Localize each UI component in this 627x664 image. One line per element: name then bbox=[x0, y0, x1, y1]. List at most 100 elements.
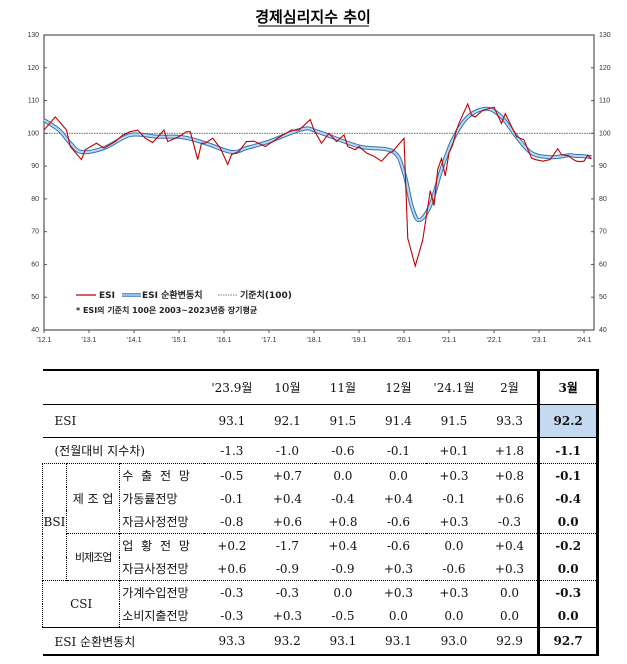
detail-row: 가동률전망 -0.1 +0.4 -0.4 +0.4 -0.1 +0.6 -0.4 bbox=[43, 487, 599, 510]
header-blank bbox=[42, 369, 205, 405]
value-cell: 92.7 bbox=[537, 627, 599, 656]
value-cell: 0.0 bbox=[370, 463, 427, 487]
value-cell: 93.0 bbox=[426, 627, 482, 656]
change-row: (전월대비 지수차) -1.3 -1.0 -0.6 -0.1 +0.1 +1.8 -1.1 bbox=[43, 437, 599, 464]
value-cell: 0.0 bbox=[388, 608, 408, 623]
x-tick: '22.1 bbox=[487, 337, 502, 344]
value-cell: -0.3 bbox=[537, 580, 599, 604]
y-tick-left: 70 bbox=[31, 229, 39, 236]
value-cell: 0.0 bbox=[426, 533, 482, 557]
value-cell: -0.9 bbox=[331, 561, 355, 576]
y-tick-right: 60 bbox=[599, 261, 607, 268]
x-tick: '24.1 bbox=[577, 337, 592, 344]
y-tick-left: 130 bbox=[27, 32, 39, 39]
value-cell: +0.3 bbox=[494, 561, 525, 576]
group-label-csi: CSI bbox=[41, 580, 121, 628]
y-tick-right: 80 bbox=[599, 196, 607, 203]
item-label: 소비지출전망 bbox=[122, 609, 189, 623]
value-cell: 92.9 bbox=[481, 627, 539, 656]
value-cell: -1.1 bbox=[537, 437, 599, 464]
value-cell: -0.3 bbox=[497, 514, 522, 529]
y-tick-left: 90 bbox=[31, 163, 39, 170]
item-label: 가계수입전망 bbox=[119, 580, 205, 604]
value-cell: -0.4 bbox=[537, 487, 599, 510]
detail-row: 소비지출전망 -0.3 +0.3 -0.5 0.0 0.0 0.0 0.0 bbox=[43, 604, 599, 628]
detail-row: 자금사정전망 +0.6 -0.9 -0.9 +0.3 -0.6 +0.3 0.0 bbox=[43, 557, 599, 581]
value-cell: -1.7 bbox=[259, 533, 316, 557]
x-tick: '17.1 bbox=[262, 337, 277, 344]
value-cell: -0.6 bbox=[386, 514, 410, 529]
value-cell: +0.8 bbox=[328, 514, 358, 529]
item-label: 자금사정전망 bbox=[122, 515, 189, 529]
value-cell: 0.0 bbox=[537, 604, 599, 628]
value-cell: +0.3 bbox=[370, 580, 427, 604]
x-tick: '18.1 bbox=[307, 337, 322, 344]
value-cell: +0.6 bbox=[217, 561, 247, 576]
value-cell: -1.3 bbox=[220, 443, 244, 458]
value-cell: 93.3 bbox=[481, 404, 539, 438]
esi-chart: 경제심리지수 추이 40 40 50 50 60 60 70 70 80 80 90 90 100 100 1… bbox=[27, 8, 611, 344]
value-cell: 0.0 bbox=[315, 463, 371, 487]
value-cell: 91.5 bbox=[426, 404, 482, 438]
header-row: '23.9월 10월 11월 12월 '24.1월 2월 3월 bbox=[42, 369, 599, 405]
value-cell: -0.5 bbox=[331, 608, 355, 623]
value-cell: 0.0 bbox=[537, 510, 599, 534]
column-header: 11월 bbox=[315, 369, 371, 405]
value-cell: +0.1 bbox=[439, 443, 469, 458]
x-tick: '14.1 bbox=[127, 337, 142, 344]
row-label: (전월대비 지수차) bbox=[54, 444, 145, 458]
value-cell: -0.1 bbox=[220, 491, 244, 506]
legend-trend-label: ESI 순환변동치 bbox=[142, 289, 203, 301]
esi-row: ESI 93.1 92.1 91.5 91.4 91.5 93.3 92.2 bbox=[42, 404, 599, 438]
column-header: 12월 bbox=[370, 369, 427, 405]
y-tick-right: 70 bbox=[599, 229, 607, 236]
value-cell: +0.7 bbox=[259, 463, 316, 487]
value-cell: -0.6 bbox=[370, 533, 427, 557]
value-cell: 91.4 bbox=[370, 404, 427, 438]
y-tick-left: 110 bbox=[28, 98, 39, 105]
y-tick-right: 110 bbox=[599, 98, 610, 105]
value-cell: 0.0 bbox=[481, 580, 539, 604]
value-cell: +0.4 bbox=[383, 491, 413, 506]
x-tick: '19.1 bbox=[352, 337, 367, 344]
value-cell: -0.1 bbox=[442, 491, 466, 506]
row-label: ESI bbox=[42, 404, 205, 438]
value-cell: 0.0 bbox=[537, 557, 599, 581]
value-cell: -0.1 bbox=[537, 463, 599, 487]
y-tick-right: 90 bbox=[599, 163, 607, 170]
value-cell: 91.5 bbox=[315, 404, 371, 438]
legend-esi-label: ESI bbox=[99, 291, 115, 301]
value-cell: 93.3 bbox=[204, 627, 260, 656]
cycle-row: ESI 순환변동치 93.3 93.2 93.1 93.1 93.0 92.9 92.7 bbox=[42, 627, 599, 656]
y-tick-right: 100 bbox=[599, 130, 611, 137]
value-cell: -0.6 bbox=[442, 561, 466, 576]
row-label: ESI 순환변동치 bbox=[42, 627, 205, 656]
value-cell: -0.6 bbox=[331, 443, 355, 458]
value-cell: -1.0 bbox=[275, 443, 299, 458]
x-tick: '16.1 bbox=[217, 337, 232, 344]
value-cell: +0.6 bbox=[494, 491, 525, 506]
value-cell: +0.3 bbox=[426, 580, 482, 604]
y-tick-left: 80 bbox=[31, 196, 39, 203]
y-tick-left: 60 bbox=[31, 261, 39, 268]
y-tick-right: 120 bbox=[599, 65, 611, 72]
value-cell: +0.4 bbox=[315, 533, 371, 557]
legend-reference-label: 기준치(100) bbox=[240, 289, 292, 301]
detail-row: 비제조업 업 황 전 망 +0.2 -1.7 +0.4 -0.6 0.0 +0.4 -0.2 bbox=[43, 533, 599, 581]
trend-line bbox=[43, 107, 592, 222]
item-label: 업 황 전 망 bbox=[119, 533, 205, 557]
column-header: 3월 bbox=[537, 369, 599, 405]
column-header: '24.1월 bbox=[426, 369, 482, 405]
chart-note: * ESI의 기준치 100은 2003~2023년중 장기평균 bbox=[76, 305, 258, 315]
value-cell: 93.2 bbox=[259, 627, 316, 656]
value-cell: +0.8 bbox=[481, 463, 539, 487]
y-tick-right: 40 bbox=[599, 327, 607, 334]
item-label: 수 출 전 망 bbox=[119, 463, 205, 487]
x-tick: '15.1 bbox=[172, 337, 187, 344]
group-label-manufacturing: 제 조 업 bbox=[65, 463, 121, 534]
column-header: 10월 bbox=[259, 369, 316, 405]
value-cell: -0.2 bbox=[537, 533, 599, 557]
value-cell: 92.1 bbox=[259, 404, 316, 438]
